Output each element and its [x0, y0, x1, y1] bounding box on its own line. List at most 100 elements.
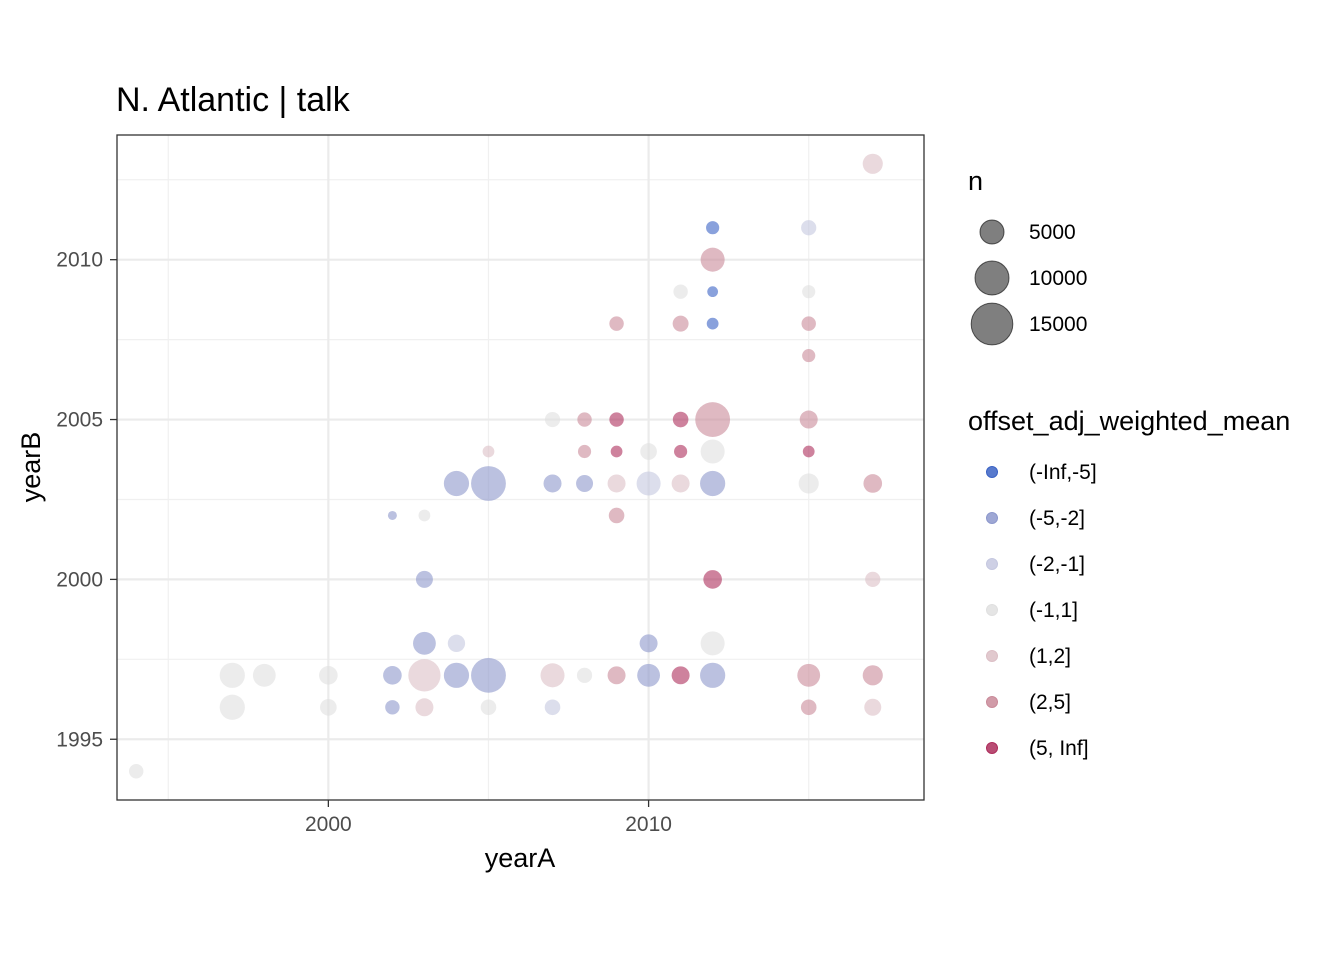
data-point: [219, 694, 245, 720]
data-point: [700, 470, 726, 497]
data-point: [801, 316, 816, 331]
color-legend-label: (-Inf,-5]: [1029, 461, 1097, 484]
data-point: [576, 667, 593, 683]
size-legend-label: 10000: [1029, 267, 1087, 290]
chart-title: N. Atlantic | talk: [116, 81, 351, 119]
data-point: [864, 698, 882, 716]
color-legend-label: (-2,-1]: [1029, 553, 1085, 576]
data-point: [802, 285, 816, 299]
data-point: [413, 631, 436, 655]
x-tick-label: 2010: [625, 813, 672, 836]
data-point: [637, 663, 660, 687]
data-point: [863, 474, 883, 493]
data-point: [577, 412, 592, 427]
data-point: [671, 666, 690, 685]
data-point: [862, 665, 883, 686]
data-point: [802, 349, 816, 363]
panel-background: [117, 135, 924, 800]
y-tick-label: 2000: [56, 568, 103, 591]
data-point: [319, 666, 338, 685]
x-tick-label: 2000: [305, 813, 352, 836]
data-point: [471, 657, 506, 693]
color-legend-label: (1,2]: [1029, 645, 1071, 668]
data-point: [700, 662, 726, 688]
plot-panel: [116, 134, 925, 801]
y-tick-label: 2005: [56, 409, 103, 432]
data-point: [576, 474, 594, 492]
data-point: [219, 662, 245, 688]
color-legend-label: (-1,1]: [1029, 599, 1078, 622]
color-legend-key: [986, 742, 998, 754]
size-legend: n 5000 10000 15000: [968, 166, 1087, 346]
data-point: [385, 700, 400, 715]
size-legend-label: 15000: [1029, 313, 1087, 336]
data-point: [443, 662, 470, 688]
data-point: [471, 466, 506, 501]
data-point: [607, 474, 626, 493]
color-legend-key: [986, 466, 998, 478]
data-point: [700, 247, 725, 272]
major-gridlines: [117, 135, 924, 800]
data-point: [636, 471, 661, 496]
data-point: [415, 570, 433, 588]
data-point: [387, 510, 397, 520]
size-legend-title: n: [968, 166, 983, 196]
data-point: [543, 474, 562, 493]
data-point: [480, 699, 497, 716]
data-point: [797, 663, 821, 687]
data-point: [674, 444, 688, 459]
color-legend-key: [986, 512, 998, 524]
data-point: [798, 473, 819, 494]
data-point: [607, 666, 626, 685]
data-point: [801, 220, 817, 236]
data-point: [703, 570, 722, 589]
color-legend-key: [986, 696, 998, 708]
data-point: [418, 509, 431, 522]
data-point: [129, 764, 144, 779]
data-point: [706, 221, 720, 235]
data-point: [415, 698, 434, 717]
data-point: [671, 474, 690, 493]
color-legend-label: (5, Inf]: [1029, 737, 1089, 760]
data-point: [252, 663, 276, 687]
panel-border: [116, 134, 925, 801]
data-point: [320, 698, 337, 716]
color-legend-key: [986, 558, 998, 570]
data-point: [862, 153, 883, 174]
size-legend-label: 5000: [1029, 221, 1076, 244]
data-point: [443, 470, 470, 497]
data-point: [609, 316, 624, 331]
color-legend-title: offset_adj_weighted_mean: [968, 406, 1290, 436]
y-tick-label: 1995: [56, 728, 103, 751]
data-point: [447, 634, 466, 653]
data-point: [673, 284, 688, 299]
data-point: [544, 699, 561, 716]
data-point: [695, 402, 731, 437]
data-point: [700, 439, 725, 464]
data-point: [610, 445, 623, 458]
data-point: [707, 286, 719, 298]
data-point: [700, 631, 725, 656]
data-point: [540, 663, 565, 688]
data-point: [608, 507, 625, 524]
data-point: [799, 410, 818, 429]
data-point: [383, 666, 402, 685]
x-axis-title: yearA: [485, 843, 556, 873]
data-point: [706, 317, 719, 330]
data-point: [577, 444, 592, 459]
data-point: [800, 699, 817, 716]
y-axis: 1995 2000 2005 2010: [56, 249, 117, 751]
size-legend-key: [974, 260, 1010, 296]
color-legend: offset_adj_weighted_mean (-Inf,-5] (-5,-2…: [968, 406, 1290, 760]
data-point: [802, 445, 815, 458]
color-legend-key: [986, 604, 998, 616]
data-point: [544, 411, 561, 428]
color-legend-key: [986, 650, 998, 662]
data-point: [640, 443, 657, 460]
color-legend-label: (2,5]: [1029, 691, 1071, 714]
data-point: [609, 412, 624, 427]
size-legend-key: [979, 219, 1005, 245]
data-point: [865, 571, 881, 588]
y-tick-label: 2010: [56, 249, 103, 272]
